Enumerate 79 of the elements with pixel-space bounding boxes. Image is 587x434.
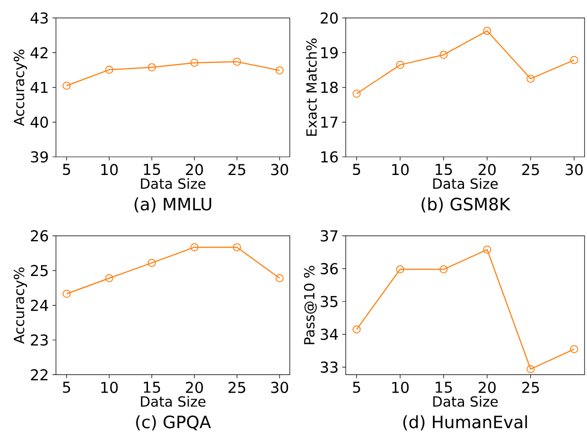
y-tick-label: 24	[30, 300, 48, 311]
x-tick-label: 5	[63, 382, 70, 394]
point	[148, 63, 156, 72]
x-tick-label: 25	[522, 382, 539, 394]
x-tick-label: 30	[271, 164, 288, 176]
x-axis-title: Data Size	[433, 396, 498, 407]
y-tick-label: 18	[321, 82, 338, 94]
y-tick-label: 19	[321, 47, 338, 59]
y-tick-label: 37	[320, 230, 338, 242]
x-tick-label: 15	[436, 382, 452, 394]
point	[148, 259, 156, 268]
point	[190, 243, 198, 252]
x-tick-label: 10	[392, 164, 409, 176]
text: (d) HumanEval	[403, 415, 527, 431]
y-tick-label: 26	[30, 230, 48, 242]
point	[232, 243, 242, 252]
x-tick-label: 5	[353, 164, 360, 176]
y-axis-title: Accuracy%	[14, 268, 27, 344]
y-tick-label: 23	[30, 334, 48, 346]
y-tick-label: 34	[320, 328, 338, 340]
x-tick-label: 15	[144, 164, 160, 176]
x-tick-label: 20	[186, 382, 203, 394]
x-axis-title: Data Size	[140, 178, 206, 190]
x-tick-label: 30	[271, 382, 288, 394]
x-tick-label: 15	[144, 382, 160, 394]
x-tick-label: 10	[101, 382, 118, 394]
point	[352, 90, 361, 98]
point	[570, 56, 578, 64]
point	[62, 290, 71, 298]
y-axis-title: Exact Match%	[306, 38, 317, 136]
y-axis-title: Pass@10 %	[304, 266, 317, 344]
y-tick-label: 43	[30, 12, 48, 24]
point	[440, 50, 448, 59]
text: (c) GPQA	[136, 415, 211, 430]
x-axis-title: Data Size	[140, 396, 206, 407]
x-tick-label: 20	[186, 164, 203, 176]
point	[232, 58, 242, 66]
point	[62, 82, 71, 90]
point	[526, 365, 535, 374]
y-axis-title: Accuracy%	[14, 50, 27, 126]
y-tick-label: 41	[30, 82, 48, 94]
point	[276, 274, 284, 282]
y-tick-label: 16	[321, 151, 338, 163]
y-tick-label: 20	[320, 12, 338, 24]
x-tick-label: 15	[436, 164, 452, 176]
y-tick-label: 36	[320, 263, 338, 274]
x-tick-label: 20	[478, 382, 496, 394]
point	[190, 58, 198, 67]
y-tick-label: 42	[30, 47, 48, 58]
y-tick-label: 39	[31, 151, 48, 163]
point	[276, 66, 284, 75]
y-tick-label: 22	[30, 369, 48, 380]
point	[105, 66, 114, 74]
text: (a) MMLU	[134, 198, 212, 213]
x-tick-label: 25	[228, 382, 246, 394]
point	[570, 345, 578, 354]
y-tick-label: 40	[30, 116, 48, 128]
y-tick-label: 35	[320, 296, 338, 308]
y-tick-label: 25	[30, 265, 48, 276]
x-tick-label: 25	[522, 164, 539, 176]
point	[483, 26, 492, 36]
point	[352, 326, 361, 334]
point	[396, 60, 404, 70]
point	[105, 274, 114, 282]
point	[440, 265, 448, 274]
x-tick-label: 10	[392, 382, 409, 394]
x-tick-label: 10	[101, 164, 118, 176]
point	[396, 265, 404, 274]
point	[483, 246, 492, 254]
point	[526, 74, 535, 83]
x-axis-title: Data Size	[433, 178, 498, 190]
x-tick-label: 5	[353, 382, 360, 394]
x-tick-label: 5	[63, 164, 70, 176]
x-tick-label: 20	[478, 164, 496, 176]
y-tick-label: 17	[321, 116, 338, 128]
y-tick-label: 33	[320, 362, 338, 373]
x-tick-label: 30	[566, 164, 583, 176]
text: (b) GSM8K	[422, 198, 511, 213]
x-tick-label: 25	[228, 164, 246, 176]
